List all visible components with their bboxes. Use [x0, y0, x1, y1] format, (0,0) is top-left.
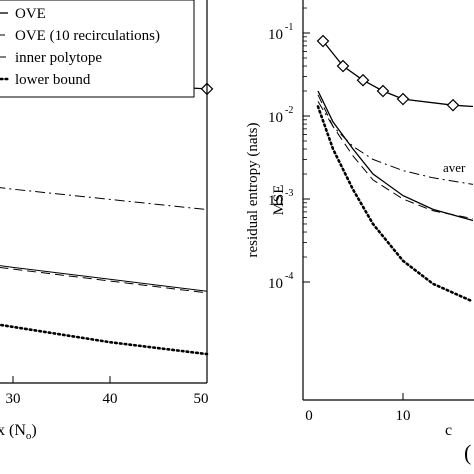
legend-label-3: lower bound: [15, 72, 91, 88]
right-partial-glyph: (: [464, 440, 471, 465]
left-series-line-4: [0, 265, 208, 292]
left-series-line-1: [0, 267, 208, 294]
right-series-group: [316, 34, 474, 303]
right-ytick-label: 10: [268, 27, 283, 43]
right-xtick-label: 0: [305, 408, 313, 424]
left-chart: 30 40 50 OVE OVE (10 recirculations) inner p…: [0, 0, 214, 442]
right-ytick-label: 10: [268, 110, 283, 126]
left-xtick-label: 40: [103, 391, 118, 407]
right-series-marker-0-1: [336, 59, 350, 73]
right-ytick-exponent: -4: [285, 271, 293, 282]
right-ytick-group: 10-110-210-310-4: [268, 7, 310, 292]
left-series-line-2: [0, 187, 208, 211]
right-annotation: aver: [443, 160, 466, 175]
left-xtick-label: 30: [6, 391, 21, 407]
right-ytick-label: 10: [268, 193, 283, 209]
left-xtick-label: 50: [194, 391, 209, 407]
left-xlabel-main: x (N: [0, 422, 26, 439]
legend-items: OVE OVE (10 recirculations) inner polytope…: [0, 6, 160, 88]
legend-box: [0, 0, 195, 98]
right-series-line-3: [317, 94, 474, 220]
right-series-line-2: [317, 90, 474, 222]
right-series-marker-0-4: [396, 92, 410, 106]
right-series-marker-0-3: [376, 84, 390, 98]
right-chart: 10-110-210-310-4 0 10 MSE aver c (: [268, 0, 474, 465]
right-series-line-0: [322, 40, 474, 108]
right-series-marker-0-2: [356, 73, 370, 87]
right-ytick-exponent: -1: [285, 22, 293, 33]
right-xtick-label: 10: [396, 408, 411, 424]
left-ylabel: residual entropy (nats): [245, 123, 261, 258]
left-legend: OVE OVE (10 recirculations) inner polytope…: [0, 0, 195, 98]
right-xlabel: c: [445, 422, 452, 439]
legend-label-1: OVE (10 recirculations): [15, 28, 160, 44]
left-series-line-3: [0, 323, 209, 356]
left-xtick-group: 30 40 50: [6, 376, 209, 407]
right-xtick-group: 0 10: [302, 393, 411, 424]
right-series-line-4: [316, 105, 474, 303]
right-ylabel: MSE: [271, 185, 287, 216]
left-series-group: [0, 77, 214, 356]
right-ytick-exponent: -2: [285, 105, 293, 116]
right-ytick-label: 10: [268, 276, 283, 292]
right-ytick-exponent: -3: [285, 188, 293, 199]
left-xlabel: x (No): [0, 422, 37, 442]
left-xlabel-sub: o: [26, 430, 32, 442]
legend-label-0: OVE: [15, 6, 46, 22]
left-xlabel-close: ): [31, 422, 36, 439]
legend-label-2: inner polytope: [15, 50, 102, 66]
right-series-marker-0-0: [316, 34, 330, 48]
right-series-marker-0-5: [446, 98, 460, 112]
